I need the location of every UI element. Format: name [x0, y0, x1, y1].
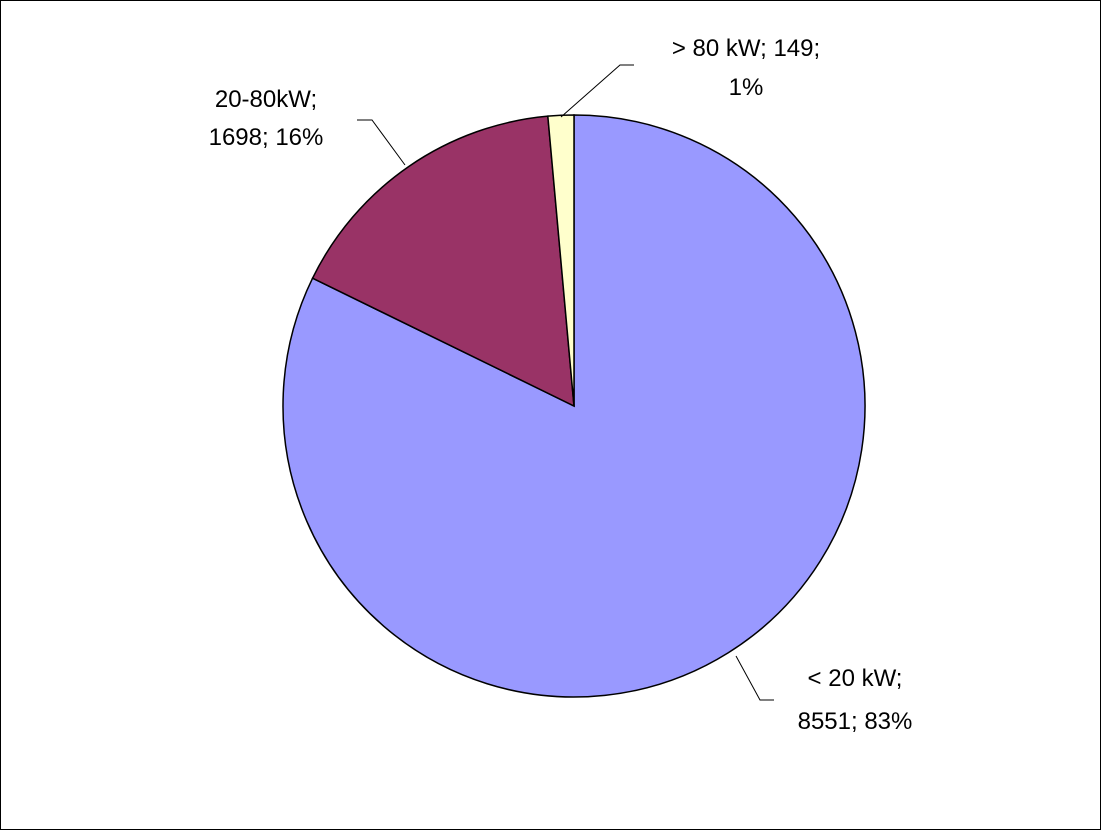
leader-line-20-80kw	[357, 119, 406, 166]
data-label-lt20-line2: 8551; 83%	[798, 708, 913, 735]
leader-line-gt80kw	[560, 64, 634, 118]
data-label-20-80-line2: 1698; 16%	[209, 124, 324, 151]
data-label-gt80-line1: > 80 kW; 149;	[672, 35, 820, 62]
data-label-lt20-line1: < 20 kW;	[808, 665, 903, 692]
pie-slices	[282, 114, 866, 698]
slice-20-80kw	[311, 115, 575, 408]
slice-gt80kw	[547, 114, 575, 407]
data-label-gt80-line2: 1%	[729, 74, 764, 101]
data-label-20-80-line1: 20-80kW;	[215, 86, 317, 113]
leader-lines	[357, 64, 774, 701]
data-labels: < 20 kW; 8551; 83% 20-80kW; 1698; 16% > …	[209, 35, 913, 735]
leader-line-lt20kw	[735, 655, 774, 701]
